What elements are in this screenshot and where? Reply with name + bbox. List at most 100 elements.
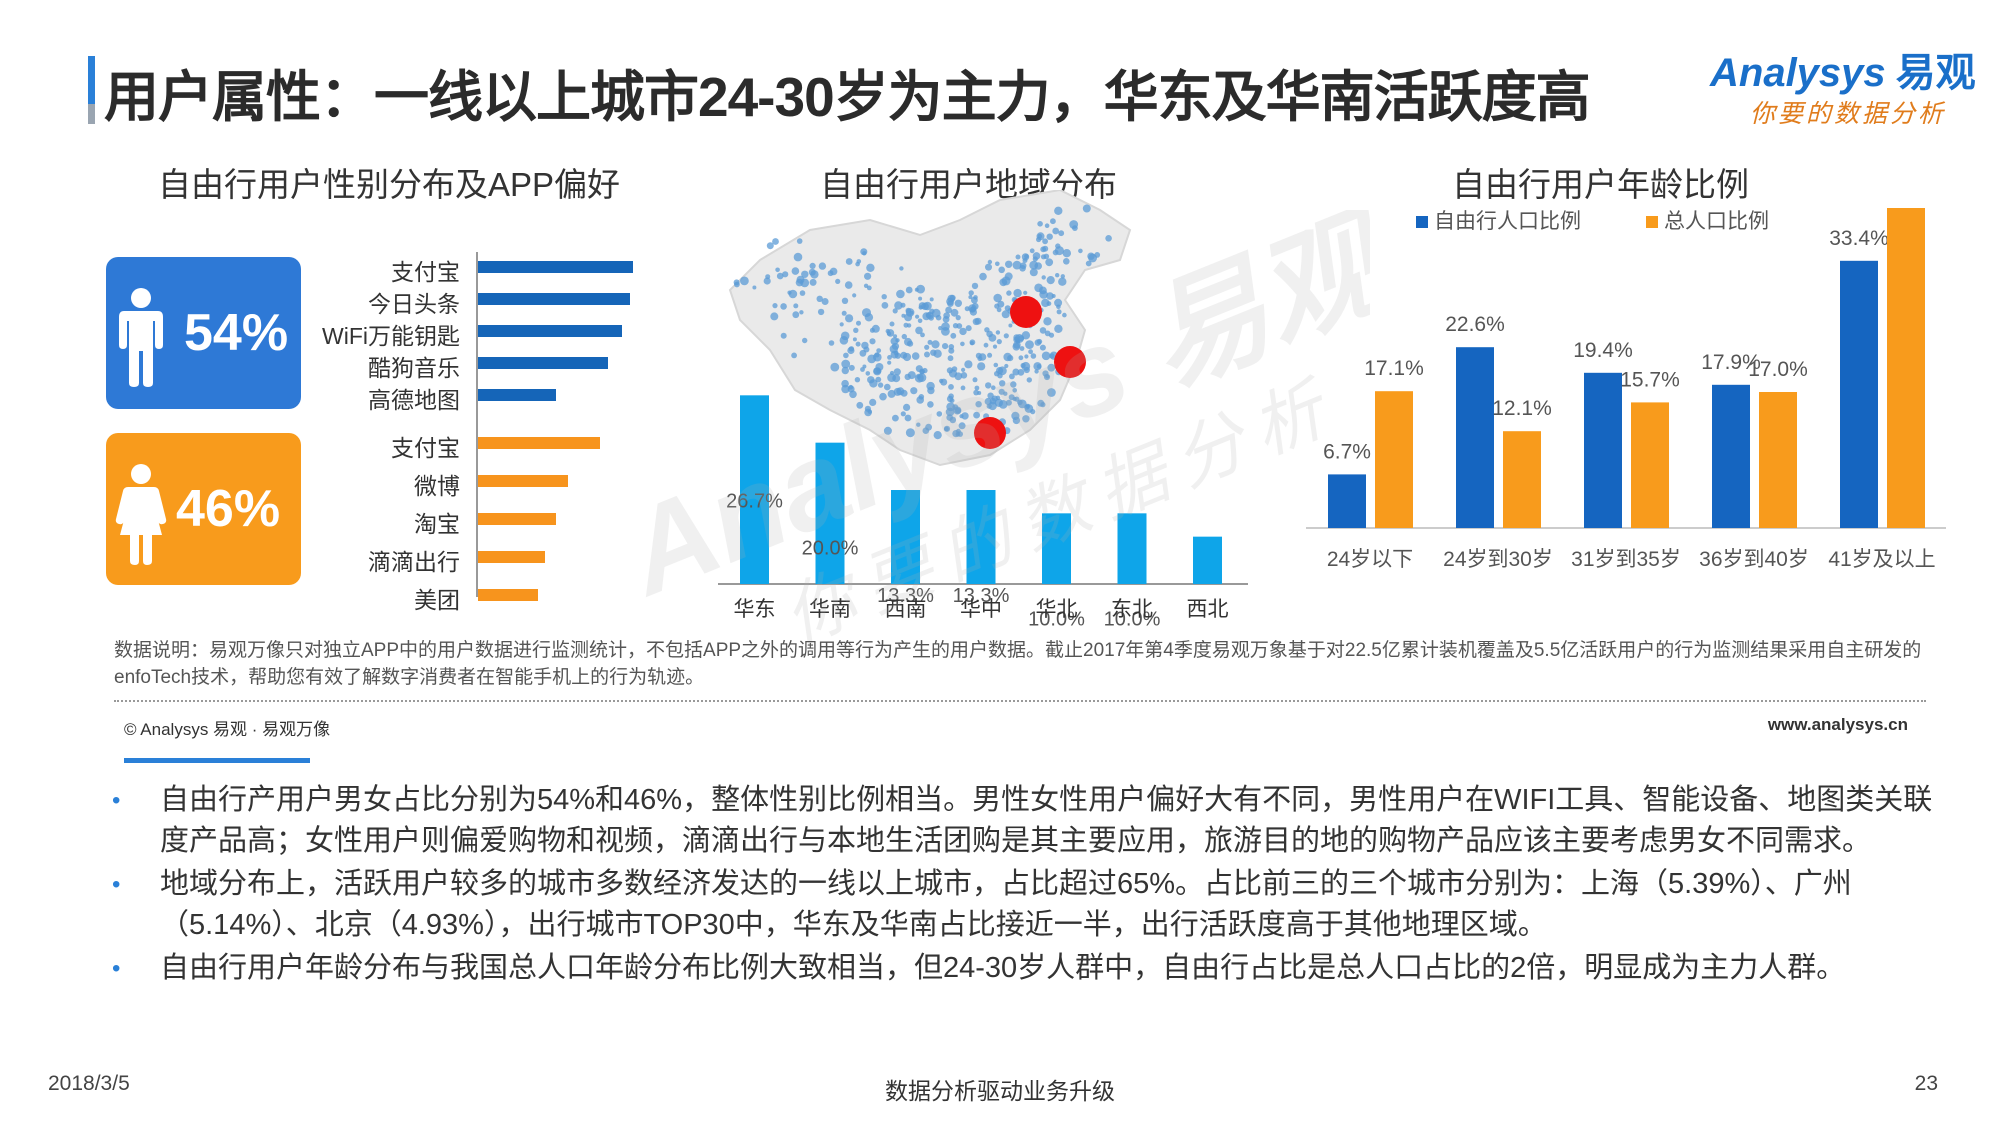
region-bar bbox=[1042, 513, 1071, 584]
map-dot bbox=[1004, 363, 1009, 369]
map-dot bbox=[1054, 298, 1063, 307]
map-dot bbox=[968, 295, 973, 300]
map-dot bbox=[948, 384, 954, 390]
age-bar bbox=[1503, 431, 1541, 528]
page-title: 用户属性：一线以上城市24-30岁为主力，华东及华南活跃度高 bbox=[104, 66, 1591, 128]
map-dot bbox=[903, 403, 911, 411]
map-dot bbox=[954, 299, 962, 307]
map-dot bbox=[1043, 253, 1050, 260]
website-link[interactable]: www.analysys.cn bbox=[1767, 715, 1908, 734]
map-dot bbox=[848, 384, 854, 390]
map-dot bbox=[952, 404, 959, 410]
map-dot bbox=[844, 281, 853, 289]
map-dot bbox=[1029, 268, 1038, 277]
map-dot bbox=[964, 360, 973, 369]
map-dot bbox=[1039, 344, 1046, 351]
map-dot bbox=[1019, 346, 1025, 351]
map-dot bbox=[994, 398, 1003, 407]
map-dot bbox=[766, 242, 774, 250]
map-dot bbox=[848, 346, 855, 352]
map-dot bbox=[1046, 301, 1052, 306]
map-dot bbox=[899, 266, 904, 271]
map-dot bbox=[933, 349, 942, 358]
map-dot bbox=[1041, 351, 1051, 361]
map-dot bbox=[1060, 274, 1065, 279]
app-label: 酷狗音乐 bbox=[368, 355, 460, 381]
map-dot bbox=[818, 262, 827, 270]
map-dot bbox=[894, 301, 903, 310]
map-dot bbox=[869, 338, 876, 345]
male-person-icon bbox=[119, 288, 163, 387]
map-dot bbox=[974, 385, 980, 391]
map-dot bbox=[952, 430, 960, 438]
age-bar-chart: 自由行人口比例 总人口比例 6.7% 17.1% 24岁以下 22.6% 12.1% 24岁到… bbox=[1306, 196, 1946, 571]
map-dot bbox=[780, 303, 787, 310]
map-dot bbox=[854, 377, 861, 383]
map-dot bbox=[841, 310, 847, 316]
map-dot bbox=[918, 296, 923, 301]
map-dot bbox=[996, 307, 1002, 313]
map-dot bbox=[1085, 260, 1092, 267]
app-label: 高德地图 bbox=[368, 387, 460, 413]
map-dot bbox=[853, 327, 859, 333]
map-dot bbox=[1046, 233, 1053, 240]
china-map bbox=[728, 190, 1132, 467]
map-dot bbox=[983, 342, 989, 348]
map-dot bbox=[1008, 323, 1013, 328]
logo-slogan: 你要的数据分析 bbox=[1750, 100, 1947, 128]
map-dot bbox=[881, 294, 887, 300]
map-dot bbox=[1012, 388, 1017, 393]
map-dot bbox=[1012, 343, 1021, 351]
map-dot bbox=[828, 340, 835, 346]
map-dot bbox=[1030, 353, 1037, 359]
map-dot bbox=[776, 272, 784, 280]
app-label: 淘宝 bbox=[414, 511, 460, 537]
map-dot bbox=[1003, 333, 1009, 339]
map-dot bbox=[793, 252, 803, 262]
map-dot bbox=[971, 282, 979, 290]
region-bar-label: 10.0% bbox=[1104, 608, 1161, 630]
map-dot bbox=[928, 315, 934, 321]
map-dot bbox=[782, 271, 789, 278]
female-percentage: 46% bbox=[176, 480, 281, 538]
map-dot bbox=[1026, 377, 1032, 383]
map-dot bbox=[1003, 391, 1008, 396]
map-dot bbox=[862, 364, 867, 369]
map-dot bbox=[999, 380, 1006, 387]
male-percentage: 54% bbox=[184, 304, 289, 362]
region-bar-label: 10.0% bbox=[1028, 608, 1085, 630]
data-note: 数据说明：易观万像只对独立APP中的用户数据进行监测统计，不包括APP之外的调用… bbox=[114, 640, 1922, 688]
map-dot bbox=[942, 343, 949, 350]
map-dot bbox=[910, 387, 918, 395]
map-dot bbox=[944, 426, 949, 432]
map-dot bbox=[1054, 206, 1063, 215]
region-bar bbox=[740, 395, 769, 584]
region-category-label: 西南 bbox=[885, 598, 927, 621]
map-dot bbox=[793, 303, 799, 309]
map-dot bbox=[900, 411, 906, 417]
map-dot bbox=[919, 369, 925, 375]
map-dot bbox=[1054, 324, 1063, 333]
map-dot bbox=[1025, 340, 1034, 349]
map-dot bbox=[892, 308, 898, 314]
region-bar-label: 26.7% bbox=[726, 490, 783, 512]
map-dot bbox=[900, 302, 906, 308]
age-bar bbox=[1631, 402, 1669, 528]
map-dot bbox=[938, 326, 943, 331]
map-dot bbox=[1013, 288, 1022, 298]
map-dot bbox=[1055, 273, 1060, 278]
map-dot bbox=[848, 364, 855, 371]
map-dot bbox=[791, 267, 800, 275]
age-bar bbox=[1887, 208, 1925, 528]
map-dot bbox=[1022, 415, 1030, 423]
map-dot bbox=[969, 339, 976, 346]
hot-city-marker bbox=[974, 417, 1006, 449]
age-bar-label: 15.7% bbox=[1620, 368, 1680, 391]
map-dot bbox=[961, 367, 966, 372]
age-category-label: 24岁到30岁 bbox=[1443, 548, 1553, 571]
map-dot bbox=[1019, 262, 1027, 269]
legend-label: 自由行人口比例 bbox=[1434, 210, 1581, 233]
map-dot bbox=[1062, 249, 1071, 258]
map-dot bbox=[959, 414, 964, 419]
